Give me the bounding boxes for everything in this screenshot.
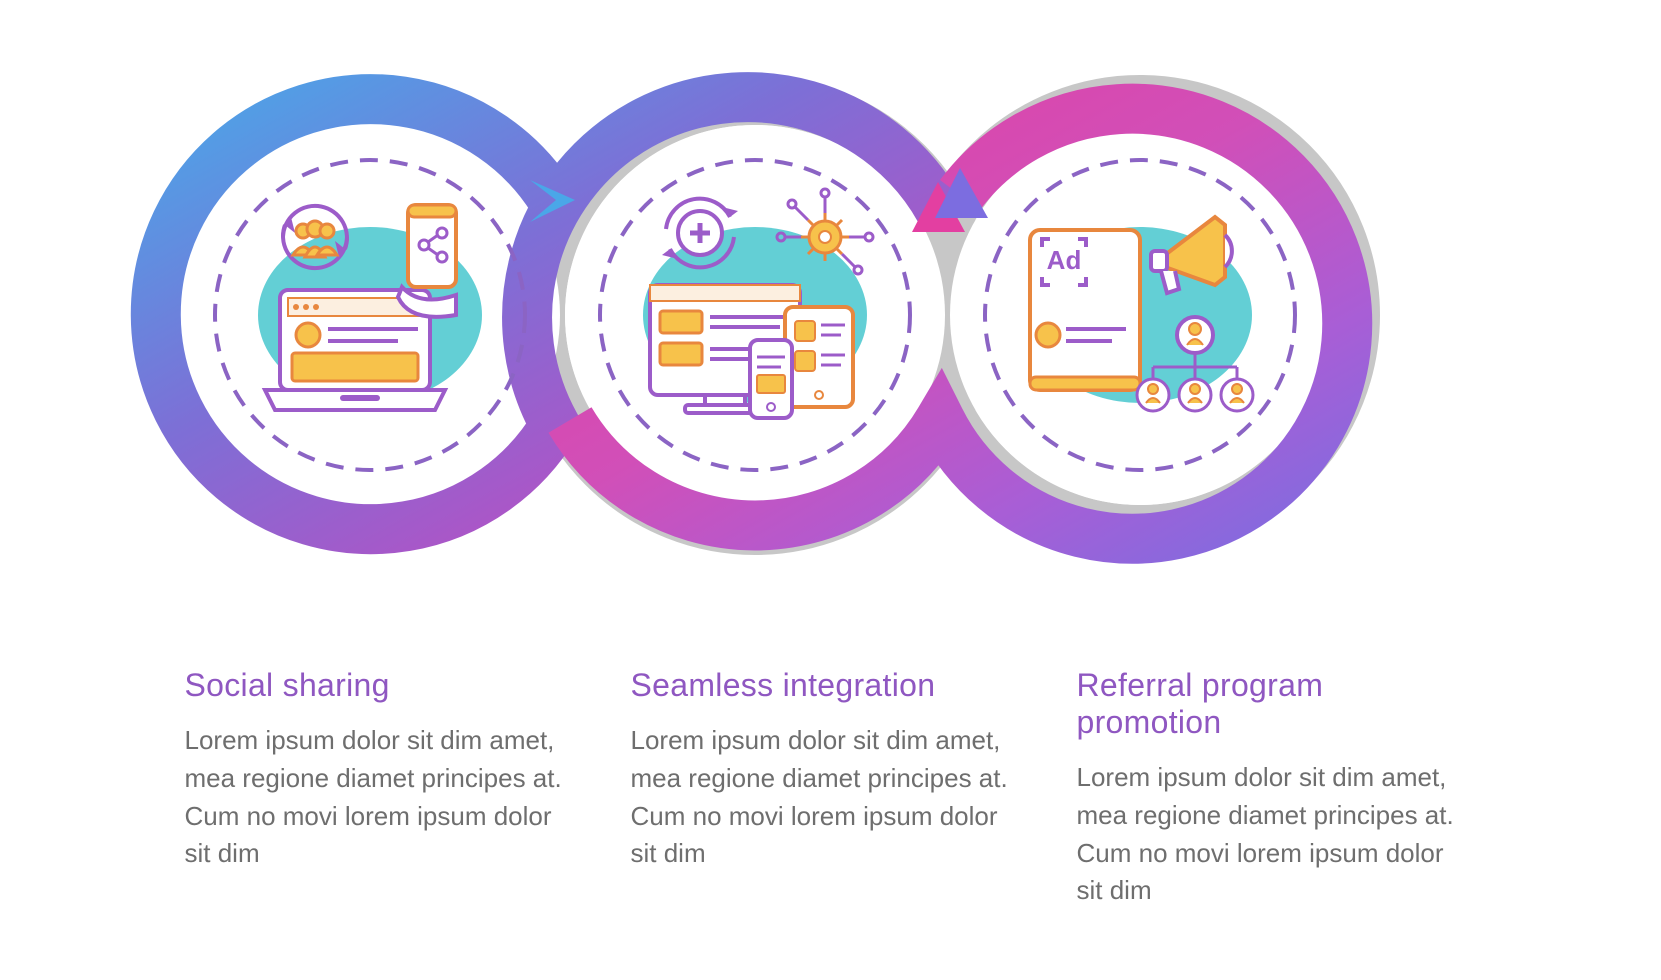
title-referral-promotion: Referral program promotion [1077, 667, 1477, 741]
body-referral-promotion: Lorem ipsum dolor sit dim amet, mea regi… [1077, 759, 1477, 910]
captions-row: Social sharing Lorem ipsum dolor sit dim… [0, 667, 1661, 910]
caption-social-sharing: Social sharing Lorem ipsum dolor sit dim… [185, 667, 585, 910]
ring-arrows-svg: Ad [0, 0, 1661, 640]
body-seamless-integration: Lorem ipsum dolor sit dim amet, mea regi… [631, 722, 1031, 873]
ad-label-text: Ad [1047, 245, 1082, 275]
title-seamless-integration: Seamless integration [631, 667, 1031, 704]
caption-referral-promotion: Referral program promotion Lorem ipsum d… [1077, 667, 1477, 910]
infographic-stage: Ad [0, 0, 1661, 980]
title-social-sharing: Social sharing [185, 667, 585, 704]
body-social-sharing: Lorem ipsum dolor sit dim amet, mea regi… [185, 722, 585, 873]
caption-seamless-integration: Seamless integration Lorem ipsum dolor s… [631, 667, 1031, 910]
